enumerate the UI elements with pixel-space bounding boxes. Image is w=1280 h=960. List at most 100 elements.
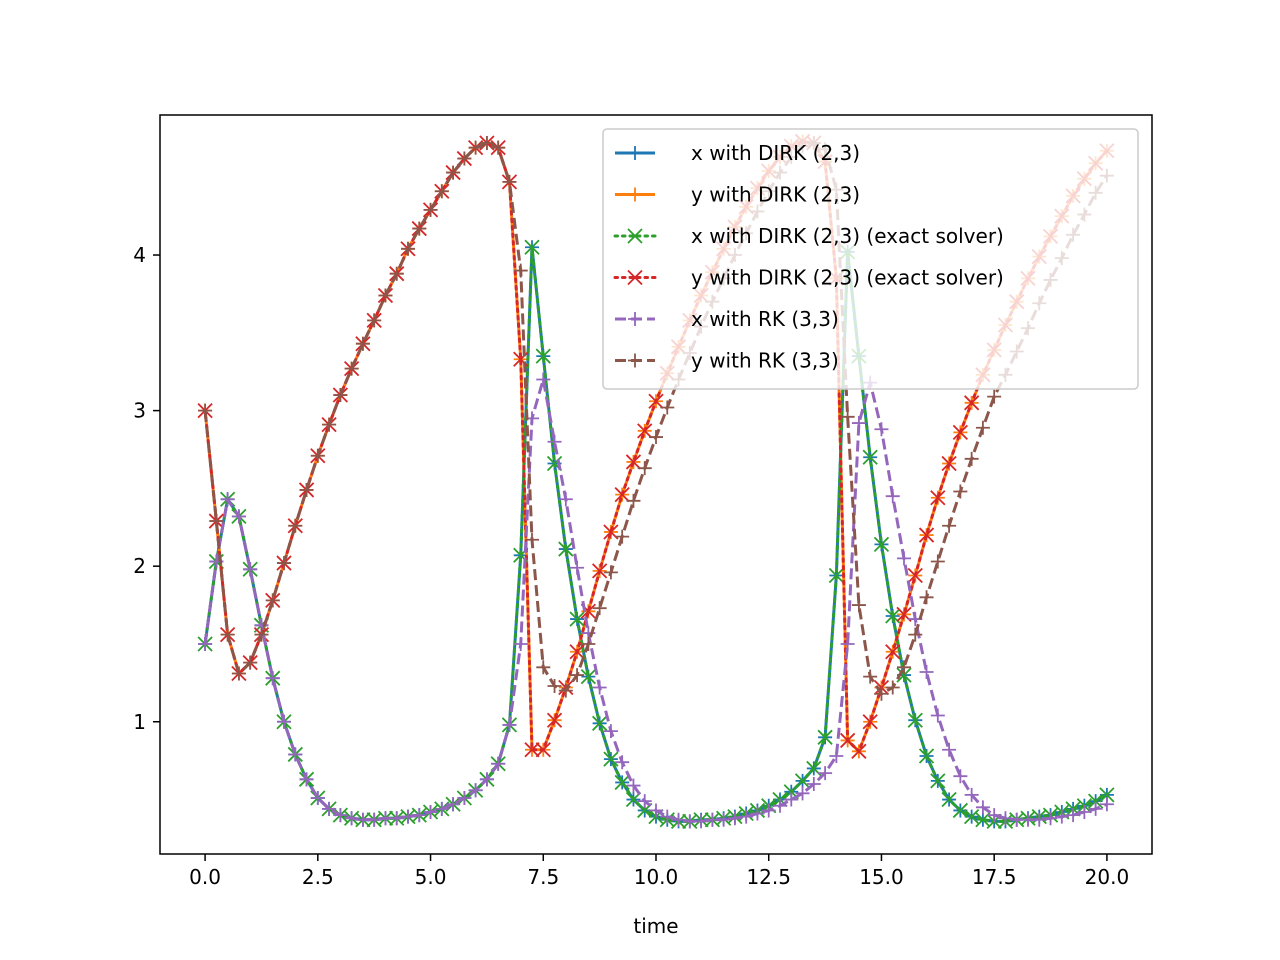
data-point-5-64 [919, 590, 934, 605]
data-point-4-10 [310, 790, 325, 805]
data-point-5-61 [885, 680, 900, 695]
data-point-2-79 [1088, 793, 1104, 809]
data-point-5-58 [851, 598, 866, 613]
data-point-3-59 [862, 714, 878, 730]
data-point-4-27 [502, 717, 517, 732]
data-point-2-37 [614, 774, 630, 791]
x-tick-label: 5.0 [415, 865, 447, 889]
data-point-5-34 [581, 636, 596, 651]
data-point-2-29 [524, 239, 540, 255]
data-point-5-23 [457, 151, 472, 166]
data-point-3-37 [614, 486, 630, 503]
data-point-4-57 [840, 636, 855, 651]
data-point-2-55 [817, 729, 833, 745]
y-tick-label: 4 [133, 243, 146, 267]
data-point-5-19 [412, 221, 427, 236]
data-point-5-3 [231, 666, 246, 681]
data-point-4-65 [930, 708, 945, 723]
data-point-5-37 [615, 529, 630, 544]
data-point-5-11 [322, 417, 337, 432]
data-point-4-61 [885, 489, 900, 504]
data-point-4-54 [806, 776, 821, 791]
data-point-5-2 [220, 627, 235, 642]
x-tick-label: 20.0 [1085, 865, 1130, 889]
legend-marker-2 [627, 228, 643, 244]
data-point-3-64 [918, 527, 935, 543]
data-point-4-78 [1077, 804, 1092, 819]
data-point-5-69 [975, 420, 990, 435]
data-point-4-37 [615, 755, 630, 770]
data-point-4-49 [750, 806, 765, 821]
data-point-4-68 [964, 787, 979, 802]
legend-label-4: x with RK (3,3) [691, 307, 839, 331]
data-point-4-20 [423, 804, 438, 819]
data-point-5-28 [513, 263, 528, 278]
data-point-5-7 [277, 556, 291, 571]
data-point-4-25 [479, 772, 494, 787]
data-point-4-47 [727, 811, 742, 826]
legend: x with DIRK (2,3) y with DIRK (2,3) x with… [602, 128, 1139, 390]
data-point-4-38 [626, 778, 641, 793]
legend-label-0: x with DIRK (2,3) [691, 141, 860, 165]
data-point-3-68 [963, 395, 980, 411]
data-point-5-27 [502, 174, 517, 189]
data-point-2-63 [907, 712, 923, 728]
data-point-4-17 [389, 811, 404, 826]
y-tick-label: 3 [133, 399, 146, 423]
data-point-4-3 [231, 509, 246, 524]
x-axis-label: time [633, 914, 678, 938]
data-point-5-5 [254, 627, 269, 642]
data-point-4-0 [198, 636, 213, 651]
legend-marker-4 [628, 312, 642, 326]
data-point-5-22 [446, 165, 461, 180]
data-point-4-52 [784, 792, 799, 807]
data-point-3-40 [648, 393, 664, 409]
data-point-4-41 [660, 809, 675, 824]
legend-label-5: y with RK (3,3) [691, 349, 839, 373]
data-point-4-56 [829, 748, 844, 763]
data-point-3-63 [907, 567, 923, 584]
y-tick-label: 2 [133, 554, 146, 578]
x-tick-label: 10.0 [634, 865, 679, 889]
data-point-5-25 [479, 136, 494, 151]
data-point-2-33 [569, 611, 585, 627]
data-point-4-76 [1054, 809, 1069, 824]
data-point-5-67 [953, 484, 968, 499]
data-point-4-36 [603, 724, 618, 739]
data-point-5-0 [198, 403, 213, 418]
data-point-4-51 [773, 798, 787, 813]
data-point-4-2 [220, 492, 235, 507]
data-point-3-67 [952, 424, 969, 441]
legend-label-1: y with DIRK (2,3) [691, 183, 860, 207]
data-point-5-10 [310, 448, 325, 463]
data-point-4-64 [919, 664, 934, 679]
data-point-2-59 [862, 449, 878, 465]
data-point-4-80 [1099, 797, 1114, 812]
data-point-4-12 [333, 808, 348, 823]
data-point-3-65 [930, 490, 946, 506]
x-tick-label: 15.0 [859, 865, 904, 889]
data-point-5-24 [468, 140, 483, 155]
data-point-5-60 [874, 686, 889, 701]
data-point-4-62 [897, 551, 911, 566]
data-point-5-57 [840, 409, 855, 424]
data-point-4-30 [536, 372, 551, 387]
data-point-4-35 [592, 680, 607, 695]
data-point-3-29 [524, 742, 540, 758]
data-point-4-7 [277, 714, 291, 729]
legend-label-2: x with DIRK (2,3) (exact solver) [691, 224, 1004, 248]
data-point-3-31 [546, 712, 563, 728]
data-point-4-50 [761, 803, 776, 818]
data-point-4-26 [491, 756, 506, 771]
data-point-4-75 [1043, 811, 1058, 826]
data-point-5-18 [401, 241, 415, 256]
data-point-3-66 [941, 455, 957, 472]
data-point-5-63 [908, 627, 923, 642]
data-point-4-22 [446, 797, 461, 812]
data-point-5-38 [626, 493, 641, 508]
data-point-5-15 [367, 313, 382, 328]
data-point-5-36 [603, 565, 618, 580]
data-point-5-16 [378, 288, 393, 303]
data-point-2-68 [963, 809, 980, 825]
